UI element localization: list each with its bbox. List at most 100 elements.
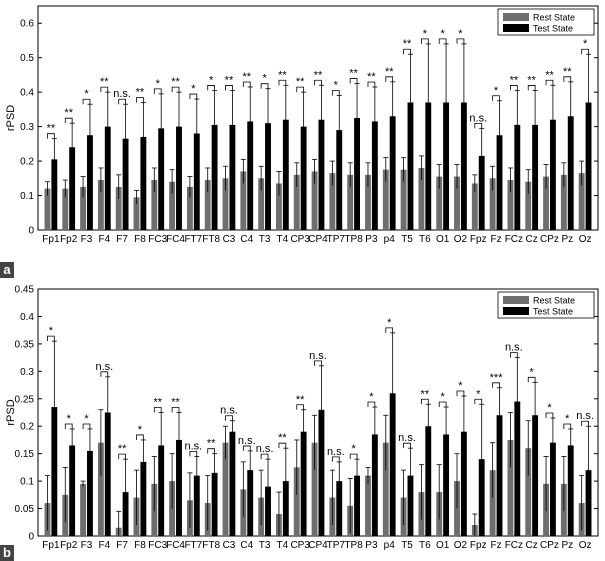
y-tick-label: 0.15 [15, 449, 35, 460]
y-tick-label: 0.4 [20, 88, 34, 99]
bar-test-Fp2 [69, 445, 76, 536]
significance-label: n.s. [238, 435, 256, 447]
significance-label: ** [403, 38, 412, 50]
bar-rest-F4 [97, 442, 104, 536]
significance-bracket [64, 423, 73, 429]
significance-bracket [492, 382, 500, 388]
bar-test-TP8 [354, 118, 360, 230]
bar-test-p4 [389, 393, 396, 536]
bar-rest-CP4 [311, 171, 318, 230]
bar-test-FC4 [176, 126, 182, 230]
significance-bracket [403, 442, 411, 449]
x-tick-label: Pz [561, 540, 573, 551]
x-tick-label: T4 [277, 234, 289, 245]
bar-test-F3 [87, 450, 93, 536]
bar-test-C3 [229, 124, 236, 230]
x-tick-label: TP7 [327, 540, 346, 551]
significance-label: ** [296, 76, 305, 88]
significance-label: ** [296, 394, 305, 406]
significance-bracket [64, 117, 73, 124]
significance-bracket [385, 76, 394, 82]
bar-test-Fz [496, 415, 503, 536]
significance-label: * [441, 28, 446, 40]
bar-test-FCz [514, 401, 521, 536]
significance-label: *** [490, 372, 504, 384]
significance-label: * [84, 88, 89, 100]
legend-label: Test State [533, 307, 573, 317]
bar-test-CP3 [300, 431, 307, 536]
bar-test-Cz [532, 124, 539, 230]
bar-test-FC3 [158, 128, 165, 230]
significance-label: n.s. [309, 350, 327, 362]
x-tick-label: T6 [419, 234, 431, 245]
bar-test-CP4 [318, 119, 325, 230]
bar-test-p4 [389, 116, 396, 230]
bar-rest-O1 [436, 176, 443, 230]
x-tick-label: C3 [223, 234, 236, 245]
significance-bracket [563, 423, 572, 429]
significance-label: ** [527, 74, 536, 86]
bar-rest-TP7 [329, 173, 336, 230]
significance-bracket [492, 95, 500, 101]
significance-bracket [278, 79, 287, 86]
x-tick-label: F4 [98, 234, 110, 245]
significance-bracket [438, 38, 447, 44]
bar-rest-Fp1 [44, 188, 51, 230]
significance-bracket [136, 434, 144, 440]
significance-label: * [530, 366, 535, 378]
x-tick-label: CPz [540, 234, 559, 245]
significance-bracket [456, 390, 465, 397]
bar-rest-C3 [222, 442, 229, 536]
bar-rest-Fz [489, 178, 496, 230]
bar-test-T5 [407, 475, 414, 536]
significance-label: n.s. [398, 432, 416, 444]
x-tick-label: F3 [81, 540, 93, 551]
significance-label: ** [242, 71, 251, 83]
x-tick-label: CP3 [290, 234, 310, 245]
significance-bracket [153, 407, 162, 413]
significance-bracket [510, 352, 518, 358]
bar-rest-P3 [365, 475, 371, 536]
significance-bracket [118, 453, 126, 460]
bar-rest-FCz [507, 180, 514, 230]
bar-rest-TP8 [347, 174, 354, 230]
bar-test-FT7 [193, 133, 200, 230]
significance-label: n.s. [505, 342, 523, 354]
significance-bracket [118, 98, 126, 105]
significance-bracket [331, 90, 340, 96]
significance-label: * [458, 380, 463, 392]
significance-bracket [189, 93, 198, 100]
y-tick-label: 0.1 [20, 191, 34, 202]
bar-test-F8 [140, 136, 147, 230]
x-tick-label: O1 [436, 234, 450, 245]
significance-bracket [171, 407, 180, 413]
significance-label: * [494, 85, 499, 97]
significance-label: n.s. [576, 410, 594, 422]
y-tick-label: 0.6 [20, 19, 34, 30]
significance-label: ** [349, 68, 358, 80]
bar-rest-CP3 [293, 174, 300, 230]
significance-bracket [100, 86, 109, 93]
significance-label: ** [118, 443, 127, 455]
bar-test-T6 [425, 426, 432, 536]
significance-label: * [67, 413, 72, 425]
x-tick-label: FT7 [184, 234, 202, 245]
significance-label: * [458, 28, 463, 40]
bar-test-Pz [567, 445, 574, 536]
x-tick-label: Cz [526, 234, 538, 245]
x-tick-label: Fp2 [60, 540, 78, 551]
legend-label: Test State [533, 24, 573, 34]
significance-bracket [47, 335, 55, 342]
plot-frame [37, 288, 599, 537]
significance-label: ** [136, 86, 145, 98]
bar-test-CPz [549, 119, 556, 230]
bar-test-Fp1 [51, 159, 58, 230]
x-tick-label: Fp2 [60, 234, 78, 245]
x-tick-label: Fp1 [42, 234, 60, 245]
x-tick-label: C3 [223, 540, 236, 551]
bar-test-O2 [460, 102, 467, 230]
bar-test-Fz [496, 135, 503, 230]
significance-bracket [260, 83, 269, 89]
